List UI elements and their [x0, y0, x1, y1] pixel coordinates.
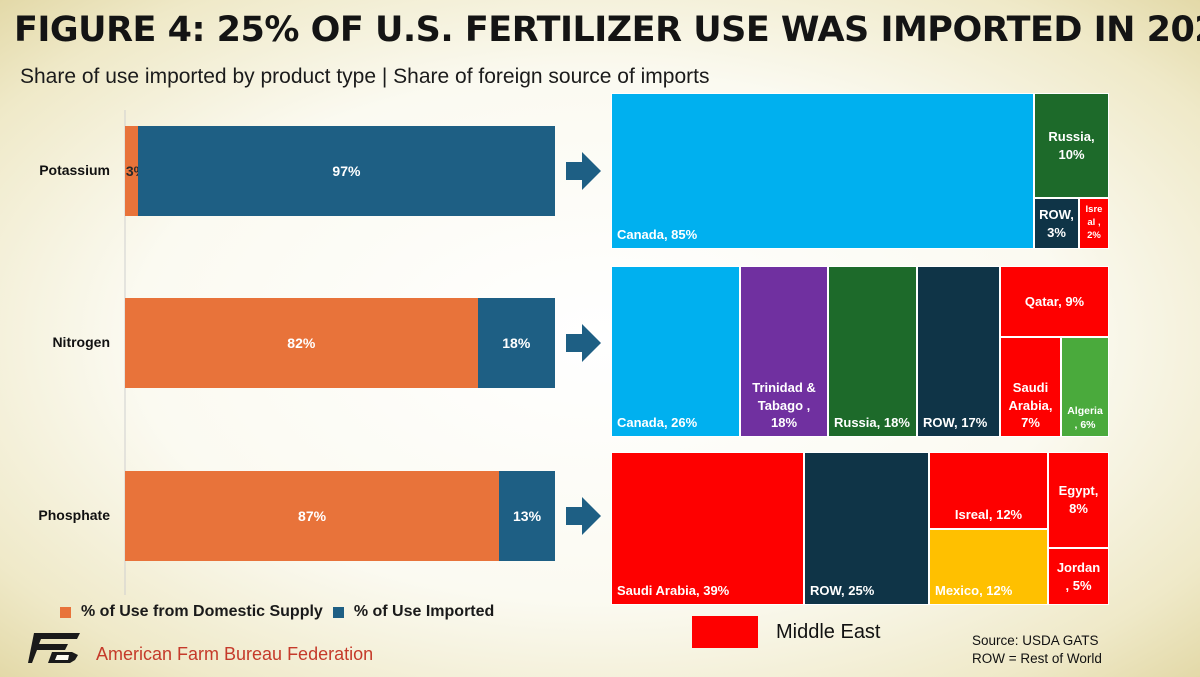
bar-nitrogen-domestic [125, 298, 478, 388]
treemap-tile-phosphate-5: Jordan , 5% [1048, 548, 1109, 605]
treemap-tile-nitrogen-4: Qatar, 9% [1000, 266, 1109, 337]
bar-potassium-domestic [125, 126, 138, 216]
bar-nitrogen-imported [477, 298, 555, 388]
treemap-tile-nitrogen-1: Trinidad & Tabago , 18% [740, 266, 828, 437]
middle-east-label: Middle East [776, 620, 881, 643]
bar-value-label: 13% [513, 508, 542, 524]
organization-name: American Farm Bureau Federation [96, 644, 374, 664]
right-arrow-icon [566, 152, 601, 190]
treemap-tile-phosphate-4: Egypt, 8% [1048, 452, 1109, 548]
treemap-tile-phosphate-1: ROW, 25% [804, 452, 929, 605]
treemap-tile-nitrogen-3: ROW, 17% [917, 266, 1000, 437]
chart-title: FIGURE 4: 25% OF U.S. FERTILIZER USE WAS… [14, 10, 1200, 50]
treemap-tile-nitrogen-2: Russia, 18% [828, 266, 917, 437]
middle-east-swatch [692, 616, 758, 648]
category-label-phosphate: Phosphate [38, 507, 110, 523]
category-label-potassium: Potassium [39, 162, 110, 178]
treemap-tile-phosphate-0: Saudi Arabia, 39% [611, 452, 804, 605]
treemap-tile-potassium-0: Canada, 85% [611, 93, 1034, 249]
category-label-nitrogen: Nitrogen [52, 334, 110, 350]
bar-value-label: 82% [287, 335, 316, 351]
treemap-tile-nitrogen-0: Canada, 26% [611, 266, 740, 437]
treemap-tile-nitrogen-5: Saudi Arabia, 7% [1000, 337, 1061, 437]
bar-phosphate-domestic [125, 471, 500, 561]
treemap-tile-phosphate-3: Mexico, 12% [929, 529, 1048, 605]
bar-phosphate-imported [499, 471, 555, 561]
treemap-tile-potassium-2: ROW, 3% [1034, 198, 1079, 249]
right-arrow-icon [566, 324, 601, 362]
bar-value-label: 97% [332, 163, 361, 179]
treemap-tile-potassium-3: Isre al , 2% [1079, 198, 1109, 249]
legend-label-domestic: % of Use from Domestic Supply [81, 603, 323, 620]
bar-value-label: 18% [502, 335, 531, 351]
bar-legend: % of Use from Domestic Supply % of Use I… [60, 603, 494, 621]
legend-swatch-domestic [60, 606, 71, 618]
middle-east-legend: Middle East [692, 616, 881, 648]
legend-swatch-imported [332, 606, 344, 618]
legend-label-imported: % of Use Imported [353, 603, 495, 620]
treemap-tile-nitrogen-6: Algeria , 6% [1061, 337, 1109, 437]
treemap-tile-potassium-1: Russia, 10% [1034, 93, 1109, 198]
chart-subtitle: Share of use imported by product type | … [20, 65, 710, 88]
bar-value-label: 87% [298, 508, 327, 524]
row-definition: ROW = Rest of World [972, 651, 1102, 666]
bar-potassium-imported [137, 126, 555, 216]
right-arrow-icon [566, 497, 601, 535]
source-line: Source: USDA GATS [972, 633, 1099, 648]
treemap-tile-phosphate-2: Isreal, 12% [929, 452, 1048, 529]
afbf-fb-logo-icon [28, 633, 80, 668]
source-note: Source: USDA GATS ROW = Rest of World [972, 632, 1102, 668]
